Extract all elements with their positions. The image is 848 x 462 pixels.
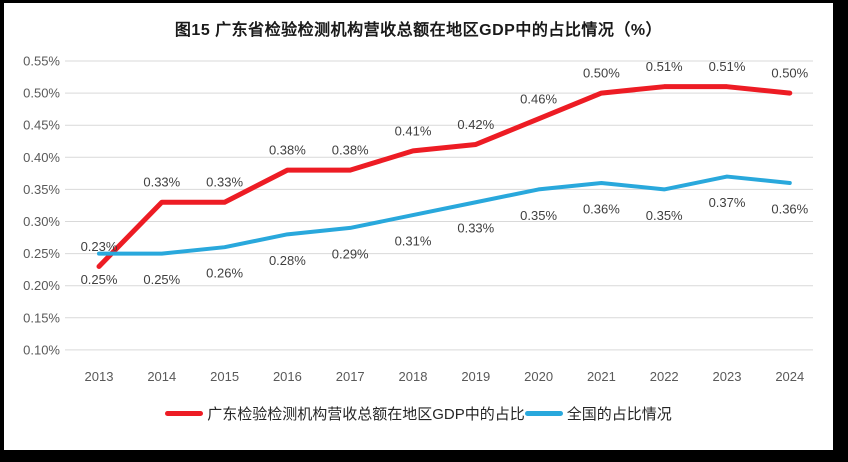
data-label: 0.36% — [583, 201, 620, 216]
data-label: 0.35% — [520, 208, 557, 223]
y-axis-tick-label: 0.30% — [23, 214, 60, 229]
data-label: 0.38% — [332, 143, 369, 158]
y-axis-tick-label: 0.15% — [23, 310, 60, 325]
x-axis-tick-label: 2016 — [273, 369, 302, 384]
y-axis-tick-label: 0.55% — [23, 54, 60, 69]
y-axis-tick-label: 0.50% — [23, 86, 60, 101]
data-label: 0.50% — [583, 66, 620, 81]
x-axis-tick-label: 2017 — [336, 369, 365, 384]
x-axis-tick-label: 2013 — [85, 369, 114, 384]
y-axis-tick-label: 0.35% — [23, 182, 60, 197]
x-axis-tick-label: 2022 — [650, 369, 679, 384]
series-line-1 — [97, 174, 792, 256]
legend-label-national: 全国的占比情况 — [566, 406, 672, 423]
data-label: 0.23% — [81, 239, 118, 254]
chart-canvas: 图15 广东省检验检测机构营收总额在地区GDP中的占比情况（%） 0.10% 0.… — [4, 3, 833, 450]
data-label: 0.25% — [143, 272, 180, 287]
data-label: 0.46% — [520, 91, 557, 106]
data-label: 0.25% — [81, 272, 118, 287]
data-label: 0.33% — [457, 221, 494, 236]
data-label: 0.41% — [395, 123, 432, 138]
y-axis-tick-label: 0.40% — [23, 150, 60, 165]
x-axis-tick-label: 2020 — [524, 369, 553, 384]
data-label: 0.35% — [646, 208, 683, 223]
data-label: 0.36% — [771, 201, 808, 216]
data-label: 0.51% — [646, 59, 683, 74]
x-axis-tick-label: 2019 — [461, 369, 490, 384]
y-axis-tick-label: 0.20% — [23, 278, 60, 293]
data-label: 0.38% — [269, 143, 306, 158]
x-axis-tick-label: 2024 — [775, 369, 804, 384]
data-label: 0.51% — [709, 59, 746, 74]
data-label: 0.33% — [143, 175, 180, 190]
data-label: 0.26% — [206, 266, 243, 281]
legend-swatch-guangdong — [165, 411, 204, 416]
x-axis-tick-label: 2023 — [713, 369, 742, 384]
y-axis-tick-label: 0.25% — [23, 246, 60, 261]
legend-item-national: 全国的占比情况 — [524, 403, 672, 424]
legend-swatch-national — [524, 411, 563, 416]
x-axis-tick-label: 2014 — [147, 369, 176, 384]
data-label: 0.31% — [395, 234, 432, 249]
x-axis-tick-label: 2021 — [587, 369, 616, 384]
legend: 广东检验检测机构营收总额在地区GDP中的占比 全国的占比情况 — [4, 403, 833, 424]
data-label: 0.50% — [771, 66, 808, 81]
y-axis-tick-label: 0.10% — [23, 342, 60, 357]
y-axis-tick-label: 0.45% — [23, 118, 60, 133]
x-axis-tick-label: 2018 — [399, 369, 428, 384]
x-axis-tick-label: 2015 — [210, 369, 239, 384]
data-label: 0.33% — [206, 175, 243, 190]
series-line-0 — [96, 84, 793, 269]
legend-item-guangdong: 广东检验检测机构营收总额在地区GDP中的占比 — [165, 403, 525, 424]
data-label: 0.42% — [457, 117, 494, 132]
plot-area: 0.10% 0.15% 0.20% 0.25% 0.30% 0.35% 0.40% 0.45%… — [23, 54, 813, 384]
data-label: 0.28% — [269, 253, 306, 268]
data-label: 0.29% — [332, 246, 369, 261]
chart-title: 图15 广东省检验检测机构营收总额在地区GDP中的占比情况（%） — [174, 22, 663, 39]
legend-label-guangdong: 广东检验检测机构营收总额在地区GDP中的占比 — [207, 406, 525, 423]
data-label: 0.37% — [709, 195, 746, 210]
